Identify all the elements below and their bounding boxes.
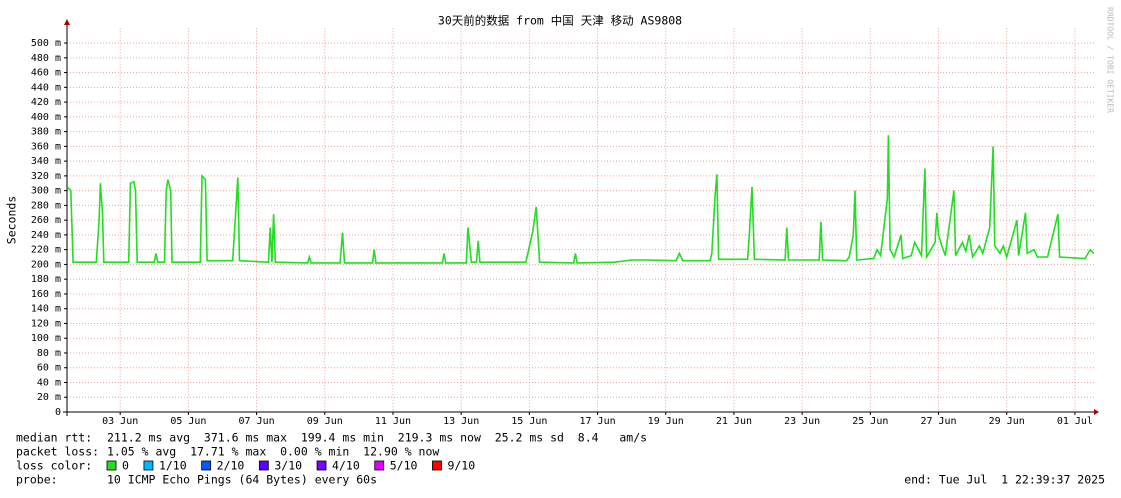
end-time: end: Tue Jul 1 22:39:37 2025 (904, 473, 1105, 487)
probe-label: probe: (16, 473, 58, 487)
legend-label: 9/10 (447, 459, 475, 473)
x-tick-label: 29 Jun (989, 416, 1025, 427)
x-tick-label: 13 Jun (443, 416, 479, 427)
y-tick-label: 180 m (31, 274, 61, 285)
x-tick-label: 25 Jun (852, 416, 888, 427)
x-arrow (1094, 409, 1099, 415)
legend-label: 1/10 (159, 459, 187, 473)
y-tick-label: 100 m (31, 333, 61, 344)
y-tick-label: 360 m (31, 141, 61, 152)
x-tick-label: 27 Jun (920, 416, 956, 427)
x-tick-label: 01 Jul (1057, 416, 1093, 427)
y-tick-label: 160 m (31, 289, 61, 300)
y-tick-label: 480 m (31, 53, 61, 64)
y-tick-label: 460 m (31, 68, 61, 79)
y-tick-label: 240 m (31, 230, 61, 241)
legend-swatch (374, 460, 385, 471)
stats-label: packet loss: (16, 445, 99, 459)
legend-label: 4/10 (332, 459, 360, 473)
y-tick-label: 300 m (31, 186, 61, 197)
y-tick-label: 440 m (31, 82, 61, 93)
x-tick-label: 17 Jun (579, 416, 615, 427)
y-arrow (64, 19, 70, 25)
watermark: RRDTOOL / TOBI OETIKER (1106, 7, 1115, 113)
x-tick-label: 15 Jun (511, 416, 547, 427)
probe-text: 10 ICMP Echo Pings (64 Bytes) every 60s (107, 473, 377, 487)
y-tick-label: 200 m (31, 259, 61, 270)
stats-rtt: 211.2 ms avg 371.6 ms max 199.4 ms min 2… (107, 431, 647, 445)
x-tick-label: 03 Jun (102, 416, 138, 427)
stats-label: median rtt: (16, 431, 92, 445)
y-tick-label: 400 m (31, 112, 61, 123)
legend-swatch (258, 460, 269, 471)
y-tick-label: 260 m (31, 215, 61, 226)
legend-title: loss color: (16, 459, 92, 473)
x-tick-label: 19 Jun (648, 416, 684, 427)
chart-title: 30天前的数据 from 中国 天津 移动 AS9808 (438, 14, 682, 28)
y-tick-label: 380 m (31, 127, 61, 138)
y-tick-label: 120 m (31, 318, 61, 329)
y-tick-label: 20 m (37, 392, 61, 403)
legend-label: 5/10 (390, 459, 418, 473)
x-tick-label: 05 Jun (170, 416, 206, 427)
y-tick-label: 80 m (37, 348, 61, 359)
y-tick-label: 500 m (31, 38, 61, 49)
y-tick-label: 40 m (37, 377, 61, 388)
legend-label: 3/10 (274, 459, 302, 473)
x-tick-label: 09 Jun (307, 416, 343, 427)
y-tick-label: 0 (55, 407, 61, 418)
series-line (66, 135, 1095, 264)
legend-label: 0 (122, 459, 129, 473)
x-tick-label: 21 Jun (716, 416, 752, 427)
x-tick-label: 07 Jun (239, 416, 275, 427)
stats-loss: 1.05 % avg 17.71 % max 0.00 % min 12.90 … (107, 445, 439, 459)
y-tick-label: 280 m (31, 200, 61, 211)
legend-swatch (106, 460, 117, 471)
x-tick-label: 23 Jun (784, 416, 820, 427)
y-tick-label: 320 m (31, 171, 61, 182)
legend-swatch (201, 460, 212, 471)
y-tick-label: 420 m (31, 97, 61, 108)
y-axis-label: Seconds (5, 196, 19, 244)
y-tick-label: 140 m (31, 304, 61, 315)
legend-swatch (143, 460, 154, 471)
legend-label: 2/10 (217, 459, 245, 473)
legend-swatch (316, 460, 327, 471)
y-tick-label: 340 m (31, 156, 61, 167)
y-tick-label: 220 m (31, 245, 61, 256)
x-tick-label: 11 Jun (375, 416, 411, 427)
legend-swatch (432, 460, 442, 471)
y-tick-label: 60 m (37, 363, 61, 374)
